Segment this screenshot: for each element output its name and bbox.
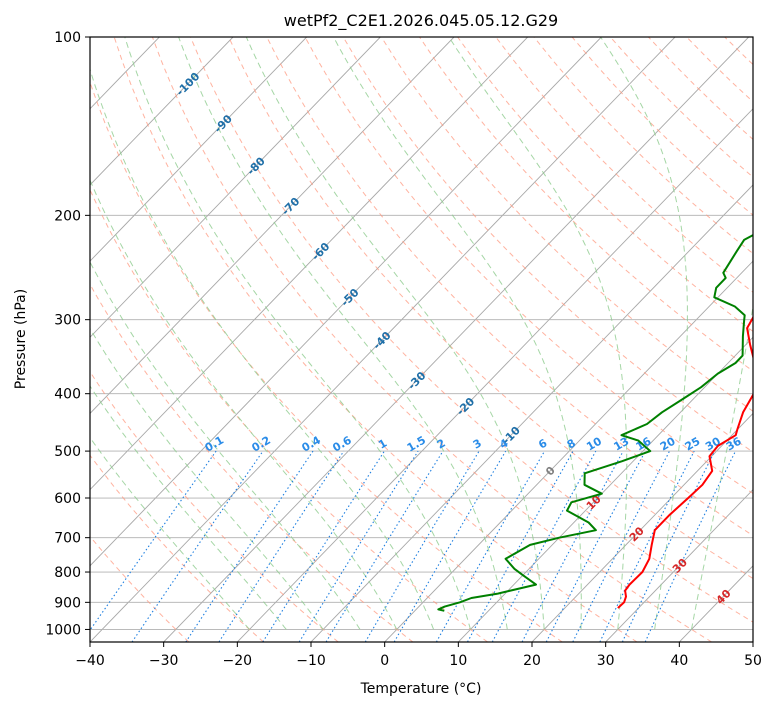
dry-adiabat-line — [380, 37, 753, 412]
isotherm-line — [752, 641, 753, 642]
dry-adiabat-line — [648, 37, 753, 141]
mixing-ratio-line — [218, 450, 345, 642]
mixing-ratio-line — [185, 450, 314, 642]
x-tick-label: 0 — [380, 653, 389, 669]
isotherm-line — [384, 260, 753, 642]
isotherm-line — [90, 37, 676, 642]
dry-adiabat-line — [763, 37, 775, 642]
y-tick-label: 100 — [54, 30, 81, 46]
isotherm-line — [458, 336, 753, 642]
dry-adiabat-line — [113, 37, 638, 642]
dry-adiabat-line — [495, 37, 753, 293]
y-tick-label: 600 — [54, 491, 81, 507]
dry-adiabat-line — [533, 37, 753, 255]
y-tick-label: 700 — [54, 531, 81, 547]
x-tick-label: 30 — [597, 653, 615, 669]
mixing-ratio-label: 2 — [435, 437, 448, 452]
dry-adiabat-line — [686, 37, 753, 103]
dry-adiabat-line — [90, 80, 563, 642]
mixing-ratio-line — [599, 450, 695, 642]
isotherm-line — [0, 37, 12, 642]
plot-area: 0.1 0.2 0.4 0.6 1 1.5 2 3 4 6 8 10 13 16 20 25 30 36-100-… — [0, 37, 775, 642]
isotherm-line — [163, 37, 750, 642]
isotherm-line — [90, 37, 234, 186]
y-tick-label: 900 — [54, 595, 81, 611]
mixing-ratio-line — [131, 450, 264, 642]
x-tick-label: 40 — [670, 653, 688, 669]
mixing-ratio-line — [621, 450, 716, 642]
dry-adiabat-line — [90, 370, 339, 642]
x-tick-label: −20 — [223, 653, 253, 669]
moist-adiabat-line — [90, 67, 435, 630]
y-tick-label: 400 — [54, 387, 81, 403]
isotherm-line — [90, 37, 529, 491]
moist-adiabat-line — [245, 37, 545, 630]
isotherm-line — [90, 37, 455, 415]
mixing-ratio-label: 6 — [536, 436, 549, 451]
mixing-ratio-line — [90, 450, 217, 632]
moist-adiabat-line — [124, 37, 471, 630]
dry-adiabat-line — [90, 188, 488, 642]
dry-adiabat-line — [304, 37, 753, 495]
isotherm-line — [237, 108, 753, 642]
plot-frame — [89, 36, 754, 643]
mixing-ratio-line — [491, 450, 597, 642]
isotherm-line — [90, 37, 308, 262]
chart-title: wetPf2_C2E1.2026.045.05.12.G29 — [284, 11, 558, 31]
dry-adiabat-line — [342, 37, 753, 453]
x-tick-label: 10 — [449, 653, 467, 669]
dry-adiabat-line — [151, 37, 712, 642]
mixing-ratio-line — [325, 450, 444, 642]
moist-adiabat-line — [90, 179, 398, 630]
x-tick-label: 50 — [744, 653, 762, 669]
y-axis-label: Pressure (hPa) — [13, 289, 29, 389]
mixing-ratio-label: 20 — [658, 434, 678, 453]
dry-adiabat-line — [266, 37, 753, 537]
x-tick-label: 20 — [523, 653, 541, 669]
mixing-ratio-line — [545, 450, 646, 642]
mixing-ratio-line — [298, 450, 419, 642]
axes: −40 −30 −20 −10 0 10 20 30 40 50 100 200 300 400 500 60… — [45, 30, 762, 669]
dry-adiabat-line — [571, 37, 753, 216]
temperature-profile-line — [617, 315, 753, 609]
isotherm-label: -100 — [174, 70, 203, 99]
moist-adiabat-line — [333, 37, 582, 630]
mixing-ratio-label: 10 — [584, 434, 604, 453]
isotherm-line — [605, 488, 753, 642]
mixing-ratio-line — [644, 450, 736, 642]
moist-adiabat-line — [600, 37, 688, 630]
x-tick-label: −40 — [75, 653, 105, 669]
isotherm-line — [90, 37, 381, 338]
isotherm-line — [531, 412, 753, 642]
x-axis-label: Temperature (°C) — [360, 681, 482, 697]
mixing-ratio-line — [364, 450, 480, 642]
dry-adiabat-line — [90, 283, 414, 642]
y-tick-label: 200 — [54, 208, 81, 224]
moist-adiabat-line — [448, 37, 628, 630]
mixing-ratio-label: 3 — [471, 437, 484, 452]
dry-adiabat-line — [228, 37, 753, 580]
x-tick-label: −30 — [149, 653, 179, 669]
dewpoint-profile-line — [437, 234, 753, 612]
mixing-ratio-line — [572, 450, 670, 642]
moist-adiabat-line — [90, 261, 361, 630]
moist-adiabat-line — [90, 385, 287, 630]
moist-adiabat-line — [90, 436, 250, 630]
y-tick-label: 500 — [54, 444, 81, 460]
dry-adiabat-line — [457, 37, 753, 333]
mixing-ratio-line — [521, 450, 624, 642]
moist-adiabat-line — [691, 303, 753, 630]
moist-adiabat-line — [178, 37, 508, 630]
moist-adiabat-line — [90, 327, 324, 630]
y-tick-label: 300 — [54, 313, 81, 329]
dry-adiabat-line — [190, 37, 753, 623]
x-tick-label: −10 — [296, 653, 326, 669]
mixing-ratio-line — [262, 450, 385, 642]
y-tick-label: 1000 — [45, 622, 81, 638]
mixing-ratio-line — [435, 450, 546, 642]
isotherm-line — [90, 37, 602, 567]
y-tick-label: 800 — [54, 565, 81, 581]
